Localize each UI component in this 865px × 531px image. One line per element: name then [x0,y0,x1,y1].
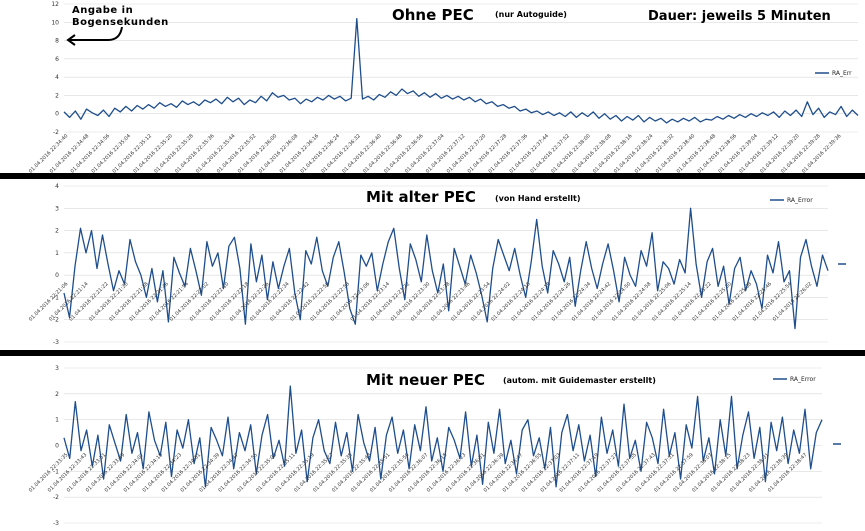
y-tick-label: 4 [55,74,59,81]
duration-note: Dauer: jeweils 5 Minuten [648,9,831,24]
y-tick-label: 3 [55,365,59,372]
y-tick-label: -1 [53,468,59,475]
y-tick-label: -2 [53,317,59,324]
separator-2 [0,350,865,356]
y-tick-label: 12 [51,1,59,8]
chart-3-subtitle: (autom. mit Guidemaster erstellt) [503,376,656,385]
y-tick-label: 10 [51,19,59,26]
y-tick-label: -1 [53,294,59,301]
legend-label: RA_Error [787,197,813,204]
unit-note-line2: Bogensekunden [72,17,169,28]
y-tick-label: -3 [53,520,59,527]
y-tick-label: 1 [55,417,59,424]
y-tick-label: -3 [53,339,59,346]
legend-label: RA_Err [832,70,852,77]
separator-1 [0,173,865,179]
y-tick-label: -2 [53,494,59,501]
series-line-ra-error [63,207,829,330]
y-tick-label: 8 [55,38,59,45]
series-line-ra-error [63,17,859,124]
y-tick-label: 4 [55,183,59,190]
y-tick-label: 3 [55,205,59,212]
y-tick-label: 0 [55,111,59,118]
y-tick-label: 1 [55,250,59,257]
legend-label: RA_Error [790,376,816,383]
y-tick-label: 6 [55,56,59,63]
chart-3-title: Mit neuer PEC [366,371,485,389]
y-tick-label: -2 [53,129,59,136]
y-tick-label: 2 [55,92,59,99]
y-tick-label: 2 [55,391,59,398]
y-tick-label: 0 [55,443,59,450]
chart-2-subtitle: (von Hand erstellt) [495,194,581,203]
chart-1-title: Ohne PEC [392,6,474,24]
y-tick-label: 0 [55,272,59,279]
chart-2-title: Mit alter PEC [366,188,476,206]
arrow-left-icon [66,26,123,46]
y-tick-label: 2 [55,228,59,235]
unit-note-line1: Angabe in [72,5,133,16]
series-line-ra-error [63,385,823,488]
chart-1-subtitle: (nur Autoguide) [495,10,567,19]
